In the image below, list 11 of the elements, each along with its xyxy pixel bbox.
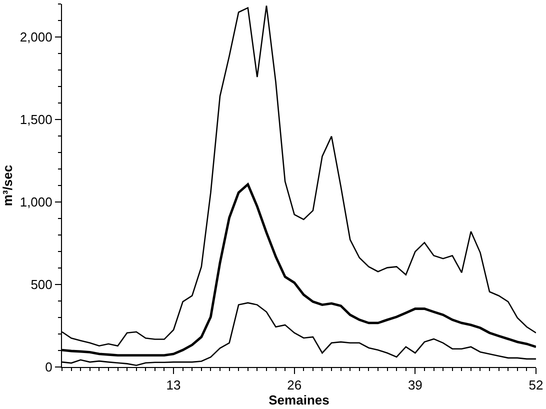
x-axis-title: Semaines [268, 392, 330, 408]
y-tick-label: 1,500 [20, 112, 52, 128]
x-tick-label: 13 [166, 378, 181, 393]
y-tick-label: 500 [30, 277, 52, 292]
x-tick-label: 39 [408, 378, 422, 393]
y-tick-label: 1,000 [20, 194, 52, 210]
x-tick-label: 26 [287, 378, 302, 393]
y-tick-label: 2,000 [20, 30, 52, 45]
y-tick-label: 0 [45, 360, 52, 375]
x-tick-label: 52 [528, 378, 544, 393]
y-axis-title: m³/sec [0, 164, 15, 206]
